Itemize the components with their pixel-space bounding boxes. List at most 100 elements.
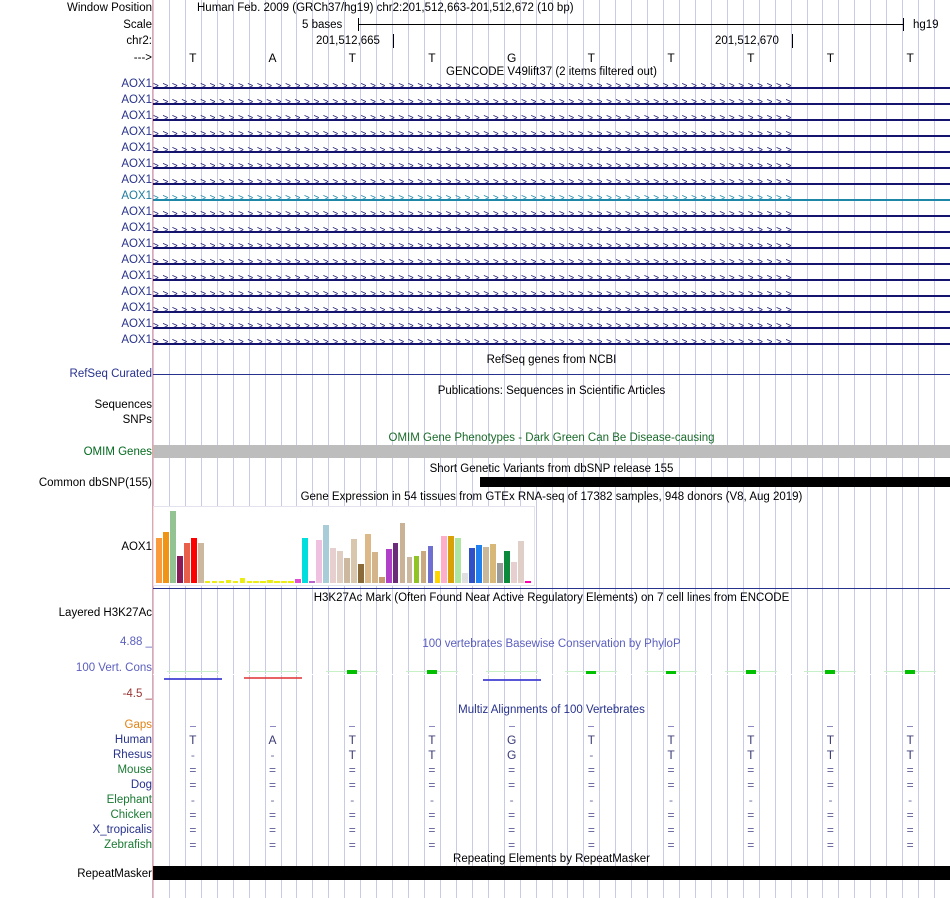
gtex-tissue-bar[interactable] <box>511 562 517 583</box>
gtex-tissue-bar[interactable] <box>274 580 281 583</box>
gencode-gene-label[interactable]: AOX1 <box>121 174 152 186</box>
gtex-tissue-bar[interactable] <box>462 572 469 583</box>
gtex-tissue-bar[interactable] <box>448 536 455 583</box>
gtex-tissue-bar[interactable] <box>413 555 420 583</box>
gencode-gene-label[interactable]: AOX1 <box>121 254 152 266</box>
gtex-tissue-bar[interactable] <box>406 557 413 583</box>
gtex-tissue-bar[interactable] <box>441 536 448 583</box>
phylop-conservation-plot[interactable] <box>153 658 950 694</box>
gtex-tissue-bar[interactable] <box>309 581 315 583</box>
gencode-transcript-row[interactable]: >>>>>>>>>>>>>>>>>>>>>>>>>>>>>>>>>>>>>>>>… <box>153 225 950 238</box>
gencode-transcript-row[interactable]: >>>>>>>>>>>>>>>>>>>>>>>>>>>>>>>>>>>>>>>>… <box>153 321 950 334</box>
gencode-transcript-row[interactable]: >>>>>>>>>>>>>>>>>>>>>>>>>>>>>>>>>>>>>>>>… <box>153 81 950 94</box>
gtex-tissue-bar[interactable] <box>427 546 434 583</box>
gencode-gene-label[interactable]: AOX1 <box>121 94 152 106</box>
gencode-transcript-row[interactable]: >>>>>>>>>>>>>>>>>>>>>>>>>>>>>>>>>>>>>>>>… <box>153 337 950 350</box>
gtex-tissue-bar[interactable] <box>469 547 476 583</box>
gtex-tissue-bar[interactable] <box>316 539 322 583</box>
gtex-tissue-bar[interactable] <box>357 564 364 583</box>
gtex-tissue-bar[interactable] <box>162 531 169 583</box>
gtex-tissue-bar[interactable] <box>218 580 225 583</box>
gencode-transcript-row[interactable]: >>>>>>>>>>>>>>>>>>>>>>>>>>>>>>>>>>>>>>>>… <box>153 241 950 254</box>
gtex-bar-chart[interactable] <box>153 506 535 586</box>
gtex-tissue-bar[interactable] <box>420 551 427 583</box>
gtex-tissue-bar[interactable] <box>204 580 211 583</box>
label-refseq-curated[interactable]: RefSeq Curated <box>69 368 152 380</box>
gencode-transcript-row[interactable]: >>>>>>>>>>>>>>>>>>>>>>>>>>>>>>>>>>>>>>>>… <box>153 145 950 158</box>
multiz-species-label[interactable]: Elephant <box>106 794 152 806</box>
gtex-tissue-bar[interactable] <box>455 538 462 583</box>
gencode-gene-label[interactable]: AOX1 <box>121 206 152 218</box>
gencode-gene-label[interactable]: AOX1 <box>121 334 152 346</box>
label-sequences[interactable]: Sequences <box>94 399 152 411</box>
gtex-tissue-bar[interactable] <box>211 580 218 583</box>
gtex-tissue-bar[interactable] <box>295 579 301 583</box>
label-layered-h3k27ac[interactable]: Layered H3K27Ac <box>58 607 152 619</box>
gencode-transcript-row[interactable]: >>>>>>>>>>>>>>>>>>>>>>>>>>>>>>>>>>>>>>>>… <box>153 177 950 190</box>
multiz-species-label[interactable]: Mouse <box>117 764 152 776</box>
gencode-transcript-row[interactable]: >>>>>>>>>>>>>>>>>>>>>>>>>>>>>>>>>>>>>>>>… <box>153 97 950 110</box>
gencode-gene-label[interactable]: AOX1 <box>121 238 152 250</box>
gtex-tissue-bar[interactable] <box>490 544 496 583</box>
gtex-tissue-bar[interactable] <box>323 525 329 583</box>
multiz-species-label[interactable]: X_tropicalis <box>92 824 152 836</box>
multiz-species-row[interactable]: = = = = = = = = = = <box>153 808 950 823</box>
gtex-tissue-bar[interactable] <box>392 543 399 583</box>
gtex-tissue-bar[interactable] <box>344 557 350 583</box>
label-repeatmasker[interactable]: RepeatMasker <box>77 868 152 880</box>
gencode-gene-label[interactable]: AOX1 <box>121 190 152 202</box>
label-100-vert-cons[interactable]: 100 Vert. Cons <box>75 662 152 674</box>
dbsnp-feature-bar[interactable] <box>480 477 950 487</box>
gtex-tissue-bar[interactable] <box>476 544 483 583</box>
gencode-gene-label[interactable]: AOX1 <box>121 318 152 330</box>
gtex-tissue-bar[interactable] <box>302 537 308 583</box>
multiz-species-row[interactable]: ---------- <box>153 793 950 808</box>
multiz-species-label[interactable]: Zebrafish <box>104 839 152 851</box>
multiz-species-label[interactable]: Chicken <box>110 809 152 821</box>
gtex-tissue-bar[interactable] <box>483 547 489 583</box>
gencode-transcript-row[interactable]: >>>>>>>>>>>>>>>>>>>>>>>>>>>>>>>>>>>>>>>>… <box>153 113 950 126</box>
gtex-tissue-bar[interactable] <box>169 511 176 583</box>
gtex-tissue-bar[interactable] <box>504 551 510 583</box>
gtex-tissue-bar[interactable] <box>281 580 288 583</box>
gencode-gene-label[interactable]: AOX1 <box>121 142 152 154</box>
gencode-transcript-row[interactable]: >>>>>>>>>>>>>>>>>>>>>>>>>>>>>>>>>>>>>>>>… <box>153 161 950 174</box>
gtex-tissue-bar[interactable] <box>267 580 274 583</box>
gtex-tissue-bar[interactable] <box>371 552 378 583</box>
gencode-gene-label[interactable]: AOX1 <box>121 302 152 314</box>
gtex-tissue-bar[interactable] <box>385 549 392 583</box>
gencode-gene-label[interactable]: AOX1 <box>121 126 152 138</box>
gencode-gene-label[interactable]: AOX1 <box>121 286 152 298</box>
gencode-gene-label[interactable]: AOX1 <box>121 158 152 170</box>
gtex-tissue-bar[interactable] <box>239 577 246 583</box>
gtex-tissue-bar[interactable] <box>246 580 253 583</box>
gtex-tissue-bar[interactable] <box>525 581 531 583</box>
gencode-transcript-row[interactable]: >>>>>>>>>>>>>>>>>>>>>>>>>>>>>>>>>>>>>>>>… <box>153 193 950 206</box>
gtex-tissue-bar[interactable] <box>434 571 441 583</box>
gencode-transcript-row[interactable]: >>>>>>>>>>>>>>>>>>>>>>>>>>>>>>>>>>>>>>>>… <box>153 129 950 142</box>
gtex-tissue-bar[interactable] <box>399 523 406 583</box>
gtex-tissue-bar[interactable] <box>197 543 204 583</box>
multiz-species-row[interactable]: = = = = = = = = = = <box>153 778 950 793</box>
multiz-species-row[interactable]: = = = = = = = = = = <box>153 838 950 853</box>
label-snps[interactable]: SNPs <box>122 414 152 426</box>
gtex-tissue-bar[interactable] <box>288 580 295 583</box>
gtex-tissue-bar[interactable] <box>260 580 267 583</box>
repeatmasker-feature-bar[interactable] <box>153 866 950 880</box>
gtex-tissue-bar[interactable] <box>176 556 183 583</box>
gtex-tissue-bar[interactable] <box>518 540 524 583</box>
gencode-transcript-row[interactable]: >>>>>>>>>>>>>>>>>>>>>>>>>>>>>>>>>>>>>>>>… <box>153 305 950 318</box>
gtex-tissue-bar[interactable] <box>156 538 162 583</box>
omim-feature-bar[interactable] <box>153 445 950 458</box>
gencode-transcript-row[interactable]: >>>>>>>>>>>>>>>>>>>>>>>>>>>>>>>>>>>>>>>>… <box>153 257 950 270</box>
multiz-species-label[interactable]: Dog <box>130 779 152 791</box>
gtex-tissue-bar[interactable] <box>337 551 343 583</box>
gencode-gene-label[interactable]: AOX1 <box>121 78 152 90</box>
gencode-transcript-row[interactable]: >>>>>>>>>>>>>>>>>>>>>>>>>>>>>>>>>>>>>>>>… <box>153 289 950 302</box>
gencode-gene-label[interactable]: AOX1 <box>121 222 152 234</box>
gtex-tissue-bar[interactable] <box>350 539 357 583</box>
gtex-tissue-bar[interactable] <box>253 580 260 583</box>
gencode-gene-label[interactable]: AOX1 <box>121 270 152 282</box>
